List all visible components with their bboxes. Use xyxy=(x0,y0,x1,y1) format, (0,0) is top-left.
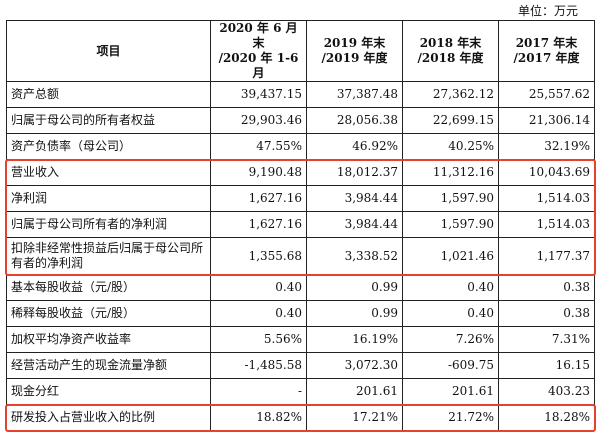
cell-value: 29,903.46 xyxy=(210,107,307,134)
cell-value: 7.31% xyxy=(498,326,595,353)
table-row: 营业收入 9,190.48 18,012.37 11,312.16 10,043.69 xyxy=(6,159,595,186)
row-label: 扣除非经常性损益后归属于母公司所有者的净利润 xyxy=(6,237,211,275)
cell-value: 0.38 xyxy=(498,300,595,327)
cell-value: 10,043.69 xyxy=(498,159,595,186)
table-row: 归属于母公司所有者的净利润 1,627.16 3,984.44 1,597.90 1,5… xyxy=(6,211,595,238)
cell-value: 3,984.44 xyxy=(306,185,403,212)
table-row: 资产总额 39,437.15 37,387.48 27,362.12 25,557.62 xyxy=(6,81,595,108)
header-2020h1: 2020 年 6 月末/2020 年 1-6 月 xyxy=(210,20,307,82)
cell-value: 0.99 xyxy=(306,274,403,301)
cell-value: 201.61 xyxy=(402,378,499,405)
cell-value: 40.25% xyxy=(402,133,499,160)
table-row: 资产负债率（母公司） 47.55% 46.92% 40.25% 32.19% xyxy=(6,133,595,160)
header-2019-line2: /2019 年度 xyxy=(321,51,388,65)
cell-value: 16.15 xyxy=(498,352,595,379)
row-label: 稀释每股收益（元/股） xyxy=(6,300,211,327)
cell-value: 1,597.90 xyxy=(402,211,499,238)
header-2020h1-line2: /2020 年 1-6 月 xyxy=(218,51,299,80)
table-row: 基本每股收益（元/股） 0.40 0.99 0.40 0.38 xyxy=(6,274,595,301)
header-row: 项目 2020 年 6 月末/2020 年 1-6 月 2019 年末/2019… xyxy=(6,20,595,82)
cell-value: 9,190.48 xyxy=(210,159,307,186)
cell-value: 1,627.16 xyxy=(210,185,307,212)
table-row: 净利润 1,627.16 3,984.44 1,597.90 1,514.03 xyxy=(6,185,595,212)
header-2017-line2: /2017 年度 xyxy=(513,51,580,65)
table-row: 研发投入占营业收入的比例 18.82% 17.21% 21.72% 18.28% xyxy=(6,404,595,431)
cell-value: -1,485.58 xyxy=(210,352,307,379)
cell-value: 3,984.44 xyxy=(306,211,403,238)
header-item: 项目 xyxy=(6,20,211,82)
header-2019-line1: 2019 年末 xyxy=(323,36,386,50)
cell-value: 1,514.03 xyxy=(498,211,595,238)
header-2018-line2: /2018 年度 xyxy=(417,51,484,65)
cell-value: 0.99 xyxy=(306,300,403,327)
cell-value: 1,627.16 xyxy=(210,211,307,238)
row-label: 归属于母公司的所有者权益 xyxy=(6,107,211,134)
cell-value: 18,012.37 xyxy=(306,159,403,186)
cell-value: 28,056.38 xyxy=(306,107,403,134)
cell-value: 18.82% xyxy=(210,404,307,431)
table-row: 加权平均净资产收益率 5.56% 16.19% 7.26% 7.31% xyxy=(6,326,595,353)
cell-value: 403.23 xyxy=(498,378,595,405)
header-2018: 2018 年末/2018 年度 xyxy=(402,20,499,82)
cell-value: 0.40 xyxy=(210,300,307,327)
row-label: 经营活动产生的现金流量净额 xyxy=(6,352,211,379)
cell-value: 1,021.46 xyxy=(402,237,499,275)
table-row: 稀释每股收益（元/股） 0.40 0.99 0.40 0.38 xyxy=(6,300,595,327)
header-2018-line1: 2018 年末 xyxy=(419,36,482,50)
header-2017-line1: 2017 年末 xyxy=(515,36,578,50)
financial-table: 项目 2020 年 6 月末/2020 年 1-6 月 2019 年末/2019… xyxy=(6,20,595,431)
table-row: 现金分红 -201.61 201.61 403.23 xyxy=(6,378,595,405)
cell-value: 1,514.03 xyxy=(498,185,595,212)
row-label: 基本每股收益（元/股） xyxy=(6,274,211,301)
row-label: 资产总额 xyxy=(6,81,211,108)
cell-value: 201.61 xyxy=(306,378,403,405)
header-2019: 2019 年末/2019 年度 xyxy=(306,20,403,82)
cell-value: 0.40 xyxy=(210,274,307,301)
cell-value: 16.19% xyxy=(306,326,403,353)
cell-value: 47.55% xyxy=(210,133,307,160)
row-label: 营业收入 xyxy=(6,159,211,186)
table-row: 经营活动产生的现金流量净额 -1,485.58 3,072.30 -609.75 16.… xyxy=(6,352,595,379)
cell-value: 22,699.15 xyxy=(402,107,499,134)
cell-value: 17.21% xyxy=(306,404,403,431)
cell-value: 11,312.16 xyxy=(402,159,499,186)
cell-value: 3,338.52 xyxy=(306,237,403,275)
header-2020h1-line1: 2020 年 6 月末 xyxy=(219,21,298,50)
cell-value: 0.38 xyxy=(498,274,595,301)
cell-value: 1,177.37 xyxy=(498,237,595,275)
row-label: 现金分红 xyxy=(6,378,211,405)
cell-value: 39,437.15 xyxy=(210,81,307,108)
cell-value: 3,072.30 xyxy=(306,352,403,379)
cell-value: 18.28% xyxy=(498,404,595,431)
cell-value: 1,597.90 xyxy=(402,185,499,212)
cell-value: 7.26% xyxy=(402,326,499,353)
cell-value: 21.72% xyxy=(402,404,499,431)
cell-value: 5.56% xyxy=(210,326,307,353)
cell-value: 0.40 xyxy=(402,300,499,327)
cell-value: 21,306.14 xyxy=(498,107,595,134)
cell-value: -609.75 xyxy=(402,352,499,379)
row-label: 资产负债率（母公司） xyxy=(6,133,211,160)
cell-value: 37,387.48 xyxy=(306,81,403,108)
row-label: 研发投入占营业收入的比例 xyxy=(6,404,211,431)
cell-value: 25,557.62 xyxy=(498,81,595,108)
cell-value: 1,355.68 xyxy=(210,237,307,275)
header-2017: 2017 年末/2017 年度 xyxy=(498,20,595,82)
header-item-text: 项目 xyxy=(96,43,121,58)
row-label: 加权平均净资产收益率 xyxy=(6,326,211,353)
table-row: 扣除非经常性损益后归属于母公司所有者的净利润 1,355.68 3,338.52 1,… xyxy=(6,237,595,275)
cell-value: 46.92% xyxy=(306,133,403,160)
row-label: 归属于母公司所有者的净利润 xyxy=(6,211,211,238)
unit-label: 单位：万元 xyxy=(517,4,578,18)
cell-value: 32.19% xyxy=(498,133,595,160)
table-row: 归属于母公司的所有者权益 29,903.46 28,056.38 22,699.15 2… xyxy=(6,107,595,134)
row-label: 净利润 xyxy=(6,185,211,212)
cell-value: - xyxy=(210,378,307,405)
cell-value: 0.40 xyxy=(402,274,499,301)
cell-value: 27,362.12 xyxy=(402,81,499,108)
